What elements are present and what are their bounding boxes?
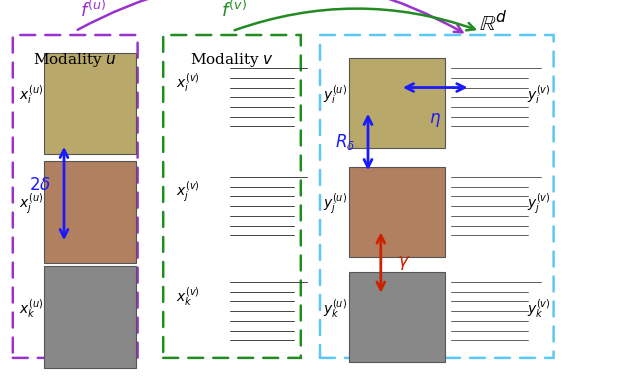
FancyBboxPatch shape	[320, 35, 554, 358]
Text: $x_k^{(v)}$: $x_k^{(v)}$	[176, 286, 200, 309]
Text: $y_k^{(u)}$: $y_k^{(u)}$	[323, 298, 348, 321]
Text: $f^{(u)}$: $f^{(u)}$	[79, 0, 106, 20]
Text: $y_j^{(u)}$: $y_j^{(u)}$	[323, 192, 348, 217]
FancyBboxPatch shape	[163, 35, 301, 358]
Bar	[349, 58, 445, 148]
Text: $x_k^{(u)}$: $x_k^{(u)}$	[19, 298, 44, 321]
FancyBboxPatch shape	[13, 35, 138, 358]
Bar	[44, 53, 136, 154]
Text: $2\delta$: $2\delta$	[29, 177, 51, 194]
Text: $\gamma$: $\gamma$	[397, 254, 410, 272]
Bar	[349, 272, 445, 362]
Text: $y_j^{(v)}$: $y_j^{(v)}$	[527, 192, 550, 217]
Text: Modality $v$: Modality $v$	[190, 51, 274, 68]
Bar	[44, 266, 136, 368]
Text: $y_k^{(v)}$: $y_k^{(v)}$	[527, 298, 550, 321]
Bar	[349, 167, 445, 257]
Text: $x_i^{(v)}$: $x_i^{(v)}$	[176, 72, 200, 95]
Text: $y_i^{(v)}$: $y_i^{(v)}$	[527, 84, 550, 107]
Text: $y_i^{(u)}$: $y_i^{(u)}$	[323, 84, 348, 107]
Text: $x_j^{(u)}$: $x_j^{(u)}$	[19, 192, 44, 217]
Text: $x_i^{(u)}$: $x_i^{(u)}$	[19, 84, 44, 107]
Text: $x_j^{(v)}$: $x_j^{(v)}$	[176, 180, 200, 205]
Text: Modality $u$: Modality $u$	[33, 51, 117, 68]
Text: $R_\delta$: $R_\delta$	[335, 132, 355, 152]
Text: $\eta$: $\eta$	[429, 111, 441, 129]
Text: $\mathbb{R}^d$: $\mathbb{R}^d$	[479, 11, 507, 36]
Bar	[44, 161, 136, 263]
Text: $f^{(v)}$: $f^{(v)}$	[221, 0, 246, 20]
